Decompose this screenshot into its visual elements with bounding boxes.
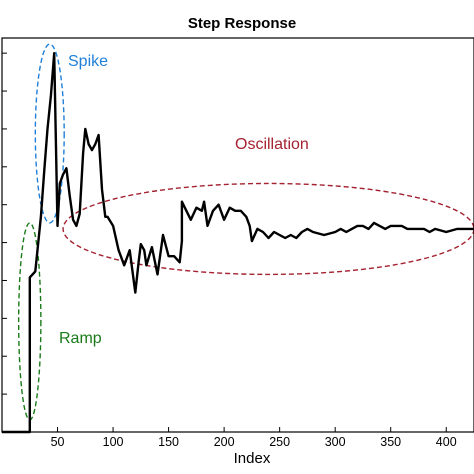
x-tick-label: 50: [51, 435, 65, 449]
annotation-ellipses: [17, 43, 474, 421]
x-tick-label: 350: [380, 435, 401, 449]
plot-frame: [1, 37, 474, 433]
series-layer: [2, 52, 474, 434]
chart-title: Step Response: [188, 15, 296, 32]
x-tick-label: 400: [436, 435, 457, 449]
annotation-ramp-label: Ramp: [59, 330, 102, 347]
series-line: [2, 52, 474, 434]
x-tick-label: 150: [158, 435, 179, 449]
annotation-spike-label: Spike: [68, 53, 108, 70]
annotation-labels: Spike Oscillation Ramp: [59, 53, 309, 347]
annotation-oscillation-label: Oscillation: [235, 136, 309, 153]
x-tick-label: 250: [269, 435, 290, 449]
axes: 50 100 150 200 250 300 350 400: [1, 37, 474, 449]
annotation-ellipse-spike: [34, 43, 65, 224]
x-axis-label: Index: [234, 450, 271, 467]
x-tick-label: 200: [214, 435, 235, 449]
x-tick-label: 300: [325, 435, 346, 449]
x-tick-label: 100: [103, 435, 124, 449]
